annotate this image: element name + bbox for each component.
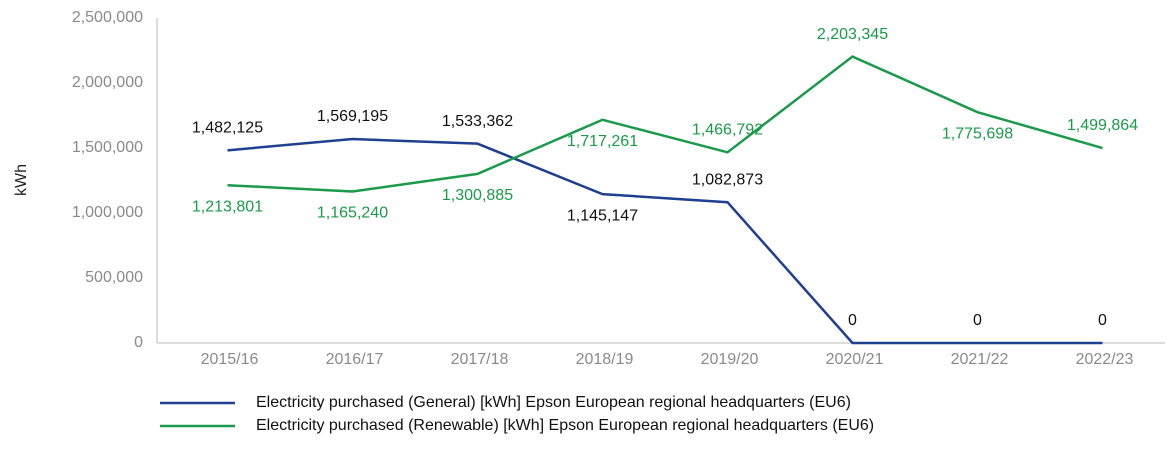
- series-line: [227, 137, 1103, 345]
- data-label: 0: [973, 312, 982, 329]
- data-label: 0: [848, 312, 857, 329]
- data-label: 1,499,864: [1067, 117, 1138, 134]
- data-label: 1,165,240: [317, 205, 388, 222]
- y-axis-title: kWh: [13, 164, 30, 196]
- data-label: 1,717,261: [567, 133, 638, 150]
- x-tick-label: 2017/18: [451, 351, 509, 368]
- data-label: 1,466,792: [692, 122, 763, 139]
- data-label: 1,482,125: [192, 120, 263, 137]
- y-tick-label: 2,500,000: [72, 9, 143, 26]
- y-tick-label: 500,000: [85, 269, 143, 286]
- data-label: 1,213,801: [192, 198, 263, 215]
- legend-label: Electricity purchased (Renewable) [kWh] …: [256, 417, 874, 434]
- y-tick-label: 1,500,000: [72, 139, 143, 156]
- x-tick-label: 2020/21: [826, 351, 884, 368]
- data-label: 1,300,885: [442, 187, 513, 204]
- x-tick-label: 2016/17: [326, 351, 384, 368]
- x-tick-label: 2022/23: [1076, 351, 1134, 368]
- y-tick-label: 2,000,000: [72, 74, 143, 91]
- data-label: 1,533,362: [442, 113, 513, 130]
- data-label: 1,775,698: [942, 125, 1013, 142]
- data-label: 0: [1098, 312, 1107, 329]
- series-line: [227, 55, 1103, 193]
- x-tick-label: 2019/20: [701, 351, 759, 368]
- y-tick-label: 1,000,000: [72, 204, 143, 221]
- x-tick-label: 2018/19: [576, 351, 634, 368]
- x-tick-label: 2021/22: [951, 351, 1009, 368]
- x-tick-label: 2015/16: [201, 351, 259, 368]
- data-label: 1,145,147: [567, 207, 638, 224]
- data-label: 2,203,345: [817, 26, 888, 43]
- data-label: 1,569,195: [317, 108, 388, 125]
- data-label: 1,082,873: [692, 171, 763, 188]
- legend-label: Electricity purchased (General) [kWh] Ep…: [256, 394, 851, 411]
- y-tick-label: 0: [134, 334, 143, 351]
